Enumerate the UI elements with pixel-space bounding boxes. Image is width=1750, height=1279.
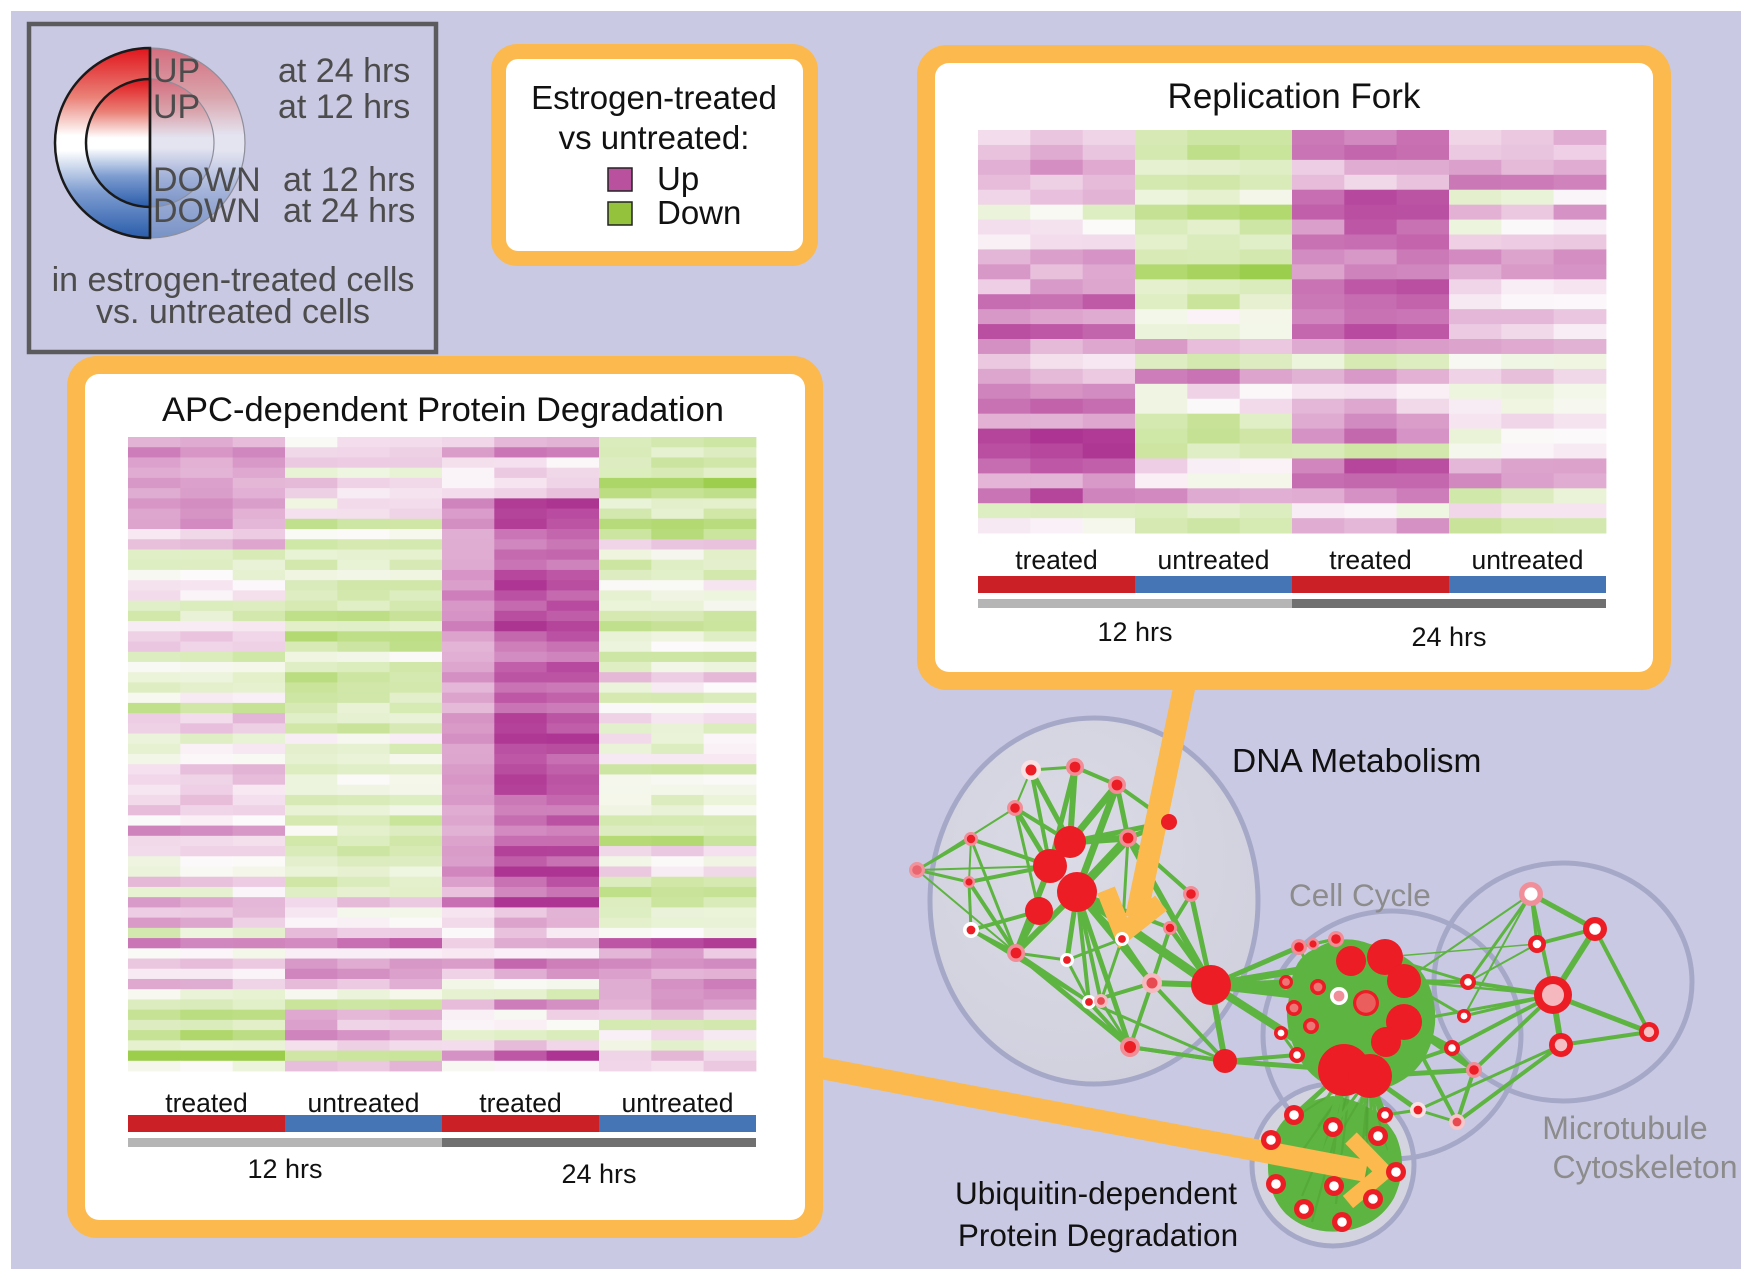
- svg-text:Cytoskeleton: Cytoskeleton: [1553, 1149, 1738, 1185]
- svg-text:at 12 hrs: at 12 hrs: [283, 161, 415, 199]
- svg-text:at 12 hrs: at 12 hrs: [278, 88, 410, 126]
- svg-text:Up: Up: [657, 160, 699, 197]
- svg-text:APC-dependent Protein Degradat: APC-dependent Protein Degradation: [162, 391, 724, 429]
- svg-text:24 hrs: 24 hrs: [561, 1159, 636, 1189]
- svg-text:untreated: untreated: [1472, 545, 1584, 575]
- svg-text:Microtubule: Microtubule: [1542, 1110, 1707, 1146]
- svg-text:treated: treated: [479, 1088, 562, 1118]
- svg-text:vs untreated:: vs untreated:: [559, 119, 750, 156]
- svg-text:Cell Cycle: Cell Cycle: [1289, 877, 1431, 913]
- svg-text:at 24 hrs: at 24 hrs: [278, 52, 410, 90]
- svg-text:DOWN: DOWN: [153, 161, 261, 199]
- svg-text:Down: Down: [657, 194, 741, 231]
- svg-text:treated: treated: [1329, 545, 1412, 575]
- svg-text:vs. untreated cells: vs. untreated cells: [96, 293, 370, 331]
- svg-text:12 hrs: 12 hrs: [1097, 617, 1172, 647]
- svg-text:untreated: untreated: [308, 1088, 420, 1118]
- svg-text:Estrogen-treated: Estrogen-treated: [531, 79, 777, 116]
- svg-text:DOWN: DOWN: [153, 192, 261, 230]
- svg-text:Replication Fork: Replication Fork: [1168, 77, 1421, 116]
- svg-text:UP: UP: [153, 88, 200, 126]
- svg-text:24 hrs: 24 hrs: [1411, 622, 1486, 652]
- svg-text:untreated: untreated: [622, 1088, 734, 1118]
- svg-text:12 hrs: 12 hrs: [247, 1154, 322, 1184]
- svg-text:DNA Metabolism: DNA Metabolism: [1232, 743, 1481, 780]
- svg-text:treated: treated: [1015, 545, 1098, 575]
- svg-text:untreated: untreated: [1158, 545, 1270, 575]
- svg-text:Ubiquitin-dependent: Ubiquitin-dependent: [955, 1175, 1237, 1211]
- svg-text:UP: UP: [153, 52, 200, 90]
- svg-text:Protein Degradation: Protein Degradation: [958, 1217, 1238, 1253]
- svg-text:at 24 hrs: at 24 hrs: [283, 192, 415, 230]
- svg-text:treated: treated: [165, 1088, 248, 1118]
- svg-text:in estrogen-treated cells: in estrogen-treated cells: [52, 261, 415, 299]
